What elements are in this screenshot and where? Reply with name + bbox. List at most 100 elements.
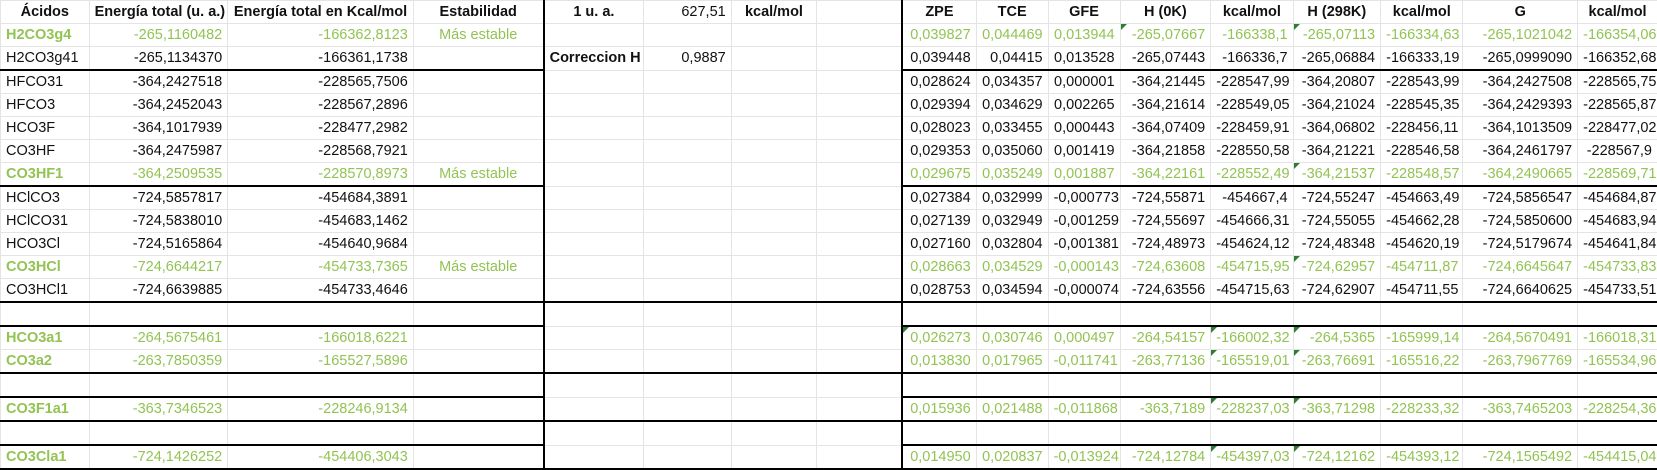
cell-h-298k-kcal[interactable] bbox=[1381, 302, 1463, 326]
cell-energy-kcal[interactable]: -228570,8973 bbox=[228, 163, 414, 187]
cell-energy-au[interactable]: -724,5857817 bbox=[89, 186, 228, 210]
cell-g-kcal[interactable]: -228567,9 bbox=[1578, 140, 1657, 163]
cell-aux-unit[interactable] bbox=[731, 233, 816, 256]
header-cell-aux-value[interactable]: 627,51 bbox=[644, 1, 732, 24]
cell-aux-value[interactable] bbox=[644, 24, 732, 47]
cell-aux-unit[interactable] bbox=[731, 117, 816, 140]
cell-aux-unit[interactable] bbox=[731, 350, 816, 374]
header-cell-energy-kcal[interactable]: Energía total en Kcal/mol bbox=[228, 1, 414, 24]
cell-energy-au[interactable]: -724,5838010 bbox=[89, 210, 228, 233]
cell-energy-kcal[interactable] bbox=[228, 302, 414, 326]
cell-g-value[interactable]: -364,2490665 bbox=[1463, 163, 1578, 187]
cell-h-298k[interactable]: -724,62957 bbox=[1293, 256, 1381, 279]
cell-h-0k[interactable]: -364,21858 bbox=[1120, 140, 1211, 163]
cell-acid-name[interactable]: HCO3Cl bbox=[1, 233, 90, 256]
header-cell-gfe[interactable]: GFE bbox=[1048, 1, 1120, 24]
cell-g-value[interactable]: -364,1013509 bbox=[1463, 117, 1578, 140]
cell-h-0k-kcal[interactable]: -454666,31 bbox=[1211, 210, 1293, 233]
cell-aux-label[interactable] bbox=[544, 140, 644, 163]
cell-energy-kcal[interactable]: -166362,8123 bbox=[228, 24, 414, 47]
cell-h-0k-kcal[interactable]: -166002,32 bbox=[1211, 326, 1293, 350]
cell-acid-name[interactable]: HCO3F bbox=[1, 117, 90, 140]
cell-acid-name[interactable]: CO3HCl bbox=[1, 256, 90, 279]
cell-g-value[interactable]: -724,5179674 bbox=[1463, 233, 1578, 256]
header-cell-h-0k-kcal[interactable]: kcal/mol bbox=[1211, 1, 1293, 24]
cell-tce[interactable]: 0,035060 bbox=[976, 140, 1048, 163]
cell-tce[interactable] bbox=[976, 373, 1048, 397]
cell-h-0k-kcal[interactable]: -454624,12 bbox=[1211, 233, 1293, 256]
cell-aux-value[interactable] bbox=[644, 421, 732, 445]
cell-h-298k-kcal[interactable]: -454711,55 bbox=[1381, 279, 1463, 303]
header-cell-aux-unit[interactable]: kcal/mol bbox=[731, 1, 816, 24]
cell-aux-blank[interactable] bbox=[817, 47, 902, 71]
cell-acid-name[interactable]: CO3HF bbox=[1, 140, 90, 163]
cell-gfe[interactable]: -0,011741 bbox=[1048, 350, 1120, 374]
cell-stability[interactable] bbox=[413, 94, 543, 117]
cell-energy-kcal[interactable]: -454733,7365 bbox=[228, 256, 414, 279]
cell-stability[interactable] bbox=[413, 233, 543, 256]
header-cell-h-298k[interactable]: H (298K) bbox=[1293, 1, 1381, 24]
cell-aux-blank[interactable] bbox=[817, 256, 902, 279]
cell-stability[interactable] bbox=[413, 210, 543, 233]
header-cell-tce[interactable]: TCE bbox=[976, 1, 1048, 24]
cell-h-298k[interactable]: -265,07113 bbox=[1293, 24, 1381, 47]
cell-energy-kcal[interactable]: -454733,4646 bbox=[228, 279, 414, 303]
cell-aux-value[interactable] bbox=[644, 256, 732, 279]
cell-g-value[interactable]: -724,5856547 bbox=[1463, 186, 1578, 210]
cell-gfe[interactable]: 0,000443 bbox=[1048, 117, 1120, 140]
cell-tce[interactable]: 0,032804 bbox=[976, 233, 1048, 256]
cell-tce[interactable]: 0,030746 bbox=[976, 326, 1048, 350]
cell-aux-label[interactable] bbox=[544, 397, 644, 421]
cell-h-298k[interactable]: -363,71298 bbox=[1293, 397, 1381, 421]
cell-g-kcal[interactable]: -228569,71 bbox=[1578, 163, 1657, 187]
cell-aux-blank[interactable] bbox=[817, 326, 902, 350]
cell-stability[interactable]: Más estable bbox=[413, 256, 543, 279]
cell-h-298k[interactable]: -364,06802 bbox=[1293, 117, 1381, 140]
cell-energy-au[interactable] bbox=[89, 302, 228, 326]
cell-zpe[interactable]: 0,027139 bbox=[902, 210, 976, 233]
cell-acid-name[interactable]: HFCO3 bbox=[1, 94, 90, 117]
cell-aux-label[interactable] bbox=[544, 302, 644, 326]
cell-h-0k[interactable] bbox=[1120, 302, 1211, 326]
cell-acid-name[interactable]: CO3F1a1 bbox=[1, 397, 90, 421]
cell-acid-name[interactable] bbox=[1, 373, 90, 397]
cell-aux-value[interactable] bbox=[644, 279, 732, 303]
cell-g-kcal[interactable] bbox=[1578, 373, 1657, 397]
cell-h-0k-kcal[interactable]: -228552,49 bbox=[1211, 163, 1293, 187]
cell-energy-au[interactable]: -364,2427518 bbox=[89, 70, 228, 94]
cell-aux-blank[interactable] bbox=[817, 140, 902, 163]
cell-g-kcal[interactable]: -166352,68 bbox=[1578, 47, 1657, 71]
cell-aux-unit[interactable] bbox=[731, 445, 816, 469]
cell-stability[interactable] bbox=[413, 302, 543, 326]
cell-acid-name[interactable]: HCO3a1 bbox=[1, 326, 90, 350]
cell-h-0k[interactable]: -364,07409 bbox=[1120, 117, 1211, 140]
cell-g-kcal[interactable]: -228565,75 bbox=[1578, 70, 1657, 94]
cell-gfe[interactable]: -0,000074 bbox=[1048, 279, 1120, 303]
cell-h-0k-kcal[interactable]: -228550,58 bbox=[1211, 140, 1293, 163]
header-cell-acid-name[interactable]: Ácidos bbox=[1, 1, 90, 24]
cell-g-value[interactable]: -724,1565492 bbox=[1463, 445, 1578, 469]
cell-tce[interactable]: 0,017965 bbox=[976, 350, 1048, 374]
cell-energy-kcal[interactable]: -228565,7506 bbox=[228, 70, 414, 94]
cell-h-298k-kcal[interactable]: -228545,35 bbox=[1381, 94, 1463, 117]
cell-h-298k-kcal[interactable]: -166334,63 bbox=[1381, 24, 1463, 47]
header-cell-aux-blank[interactable] bbox=[817, 1, 902, 24]
cell-gfe[interactable]: -0,011868 bbox=[1048, 397, 1120, 421]
cell-acid-name[interactable]: HClCO31 bbox=[1, 210, 90, 233]
cell-zpe[interactable]: 0,029394 bbox=[902, 94, 976, 117]
cell-h-0k-kcal[interactable]: -454667,4 bbox=[1211, 186, 1293, 210]
cell-h-298k-kcal[interactable]: -454393,12 bbox=[1381, 445, 1463, 469]
cell-aux-label[interactable] bbox=[544, 117, 644, 140]
cell-aux-value[interactable] bbox=[644, 140, 732, 163]
cell-g-kcal[interactable]: -454683,94 bbox=[1578, 210, 1657, 233]
cell-g-kcal[interactable]: -454733,51 bbox=[1578, 279, 1657, 303]
cell-energy-au[interactable] bbox=[89, 373, 228, 397]
cell-tce[interactable]: 0,033455 bbox=[976, 117, 1048, 140]
cell-h-298k[interactable]: -724,55055 bbox=[1293, 210, 1381, 233]
cell-g-value[interactable] bbox=[1463, 302, 1578, 326]
cell-aux-value[interactable] bbox=[644, 117, 732, 140]
cell-gfe[interactable]: 0,001887 bbox=[1048, 163, 1120, 187]
cell-energy-au[interactable]: -364,2509535 bbox=[89, 163, 228, 187]
cell-aux-blank[interactable] bbox=[817, 421, 902, 445]
cell-aux-value[interactable] bbox=[644, 373, 732, 397]
